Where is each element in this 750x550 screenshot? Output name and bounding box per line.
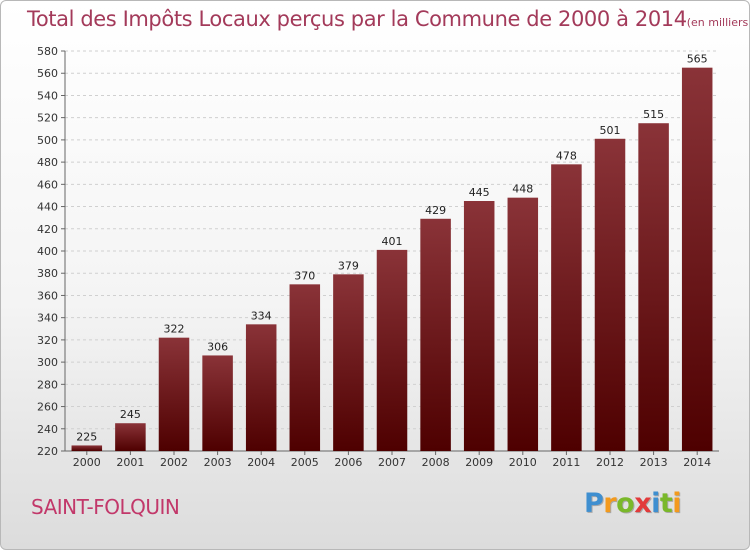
- proxiti-logo[interactable]: Proxiti: [584, 488, 682, 519]
- bar-value-label-2009: 445: [469, 186, 490, 199]
- bar-2009: [463, 201, 495, 451]
- logo-letter: P: [584, 488, 604, 519]
- y-tick-label: 520: [37, 112, 58, 125]
- x-tick-label-2013: 2013: [640, 456, 668, 469]
- bar-value-label-2002: 322: [164, 323, 185, 336]
- y-tick-label: 560: [37, 67, 58, 80]
- bar-value-label-2000: 225: [76, 430, 97, 443]
- bar-2011: [551, 164, 582, 452]
- x-tick-label-2006: 2006: [334, 456, 362, 469]
- chart-title-text: Total des Impôts Locaux perçus par la Co…: [27, 7, 687, 31]
- bar-2004: [245, 324, 277, 451]
- bar-value-label-2007: 401: [382, 235, 403, 248]
- y-tick-label: 360: [37, 289, 58, 302]
- logo-letter: i: [651, 488, 660, 519]
- y-tick-label: 480: [37, 156, 58, 169]
- x-tick-label-2011: 2011: [552, 456, 580, 469]
- bar-labels: 225 245 322 306 334 370 379 401 429 445 448 478 501 5…: [76, 53, 707, 444]
- bar-2007: [376, 249, 408, 451]
- x-tick-label-2001: 2001: [116, 456, 144, 469]
- bar-2010: [507, 197, 539, 451]
- x-tick-label-2009: 2009: [465, 456, 493, 469]
- x-tick-label-2008: 2008: [422, 456, 450, 469]
- y-tick-label: 500: [37, 134, 58, 147]
- logo-letter: i: [672, 488, 682, 519]
- bar-value-label-2005: 370: [294, 269, 315, 282]
- bar-2013: [638, 123, 669, 451]
- bars: [71, 67, 713, 452]
- y-tick-label: 540: [37, 89, 58, 102]
- bar-2008: [420, 218, 451, 451]
- bar-value-label-2006: 379: [338, 259, 359, 272]
- y-tick-label: 260: [37, 401, 58, 414]
- chart-title: Total des Impôts Locaux perçus par la Co…: [27, 7, 749, 31]
- chart-subtitle: (en milliers d'€): [686, 16, 749, 29]
- logo-letter: x: [634, 488, 652, 519]
- bar-2000: [71, 445, 103, 451]
- x-tick-label-2003: 2003: [204, 456, 232, 469]
- y-tick-label: 440: [37, 201, 58, 214]
- x-tick-label-2004: 2004: [247, 456, 275, 469]
- x-tick-label-2005: 2005: [291, 456, 319, 469]
- bar-2012: [594, 138, 626, 451]
- y-tick-label: 320: [37, 334, 58, 347]
- x-tick-label-2002: 2002: [160, 456, 188, 469]
- y-tick-label: 300: [37, 356, 58, 369]
- bar-value-label-2012: 501: [600, 124, 621, 137]
- bar-value-label-2010: 448: [512, 183, 533, 196]
- commune-name: SAINT-FOLQUIN: [31, 495, 180, 519]
- x-tick-label-2014: 2014: [683, 456, 711, 469]
- bar-2006: [333, 274, 364, 451]
- bar-value-label-2014: 565: [687, 53, 708, 66]
- bar-2005: [289, 284, 321, 451]
- x-tick-label-2007: 2007: [378, 456, 406, 469]
- logo-letter: t: [659, 488, 673, 519]
- axes: 220 240 260 280 300 320 340 360 380 400 420 440 460 4…: [37, 45, 719, 469]
- bar-2014: [681, 67, 713, 452]
- y-tick-label: 380: [37, 267, 58, 280]
- y-tick-label: 460: [37, 178, 58, 191]
- bar-2001: [115, 423, 146, 451]
- bar-value-label-2004: 334: [251, 309, 272, 322]
- logo-letter: o: [616, 488, 635, 519]
- bar-value-label-2003: 306: [207, 340, 228, 353]
- y-tick-label: 580: [37, 45, 58, 58]
- y-tick-label: 420: [37, 223, 58, 236]
- bar-value-label-2013: 515: [643, 108, 664, 121]
- y-tick-label: 400: [37, 245, 58, 258]
- bar-value-label-2011: 478: [556, 149, 577, 162]
- bar-value-label-2001: 245: [120, 408, 141, 421]
- logo-letter: r: [603, 488, 617, 519]
- bar-2003: [202, 355, 233, 451]
- y-tick-label: 340: [37, 312, 58, 325]
- bar-value-label-2008: 429: [425, 204, 446, 217]
- bar-2002: [158, 337, 190, 451]
- y-tick-label: 240: [37, 423, 58, 436]
- x-tick-label-2010: 2010: [509, 456, 537, 469]
- y-tick-label: 280: [37, 378, 58, 391]
- y-tick-label: 220: [37, 445, 58, 458]
- x-tick-label-2012: 2012: [596, 456, 624, 469]
- x-tick-label-2000: 2000: [73, 456, 101, 469]
